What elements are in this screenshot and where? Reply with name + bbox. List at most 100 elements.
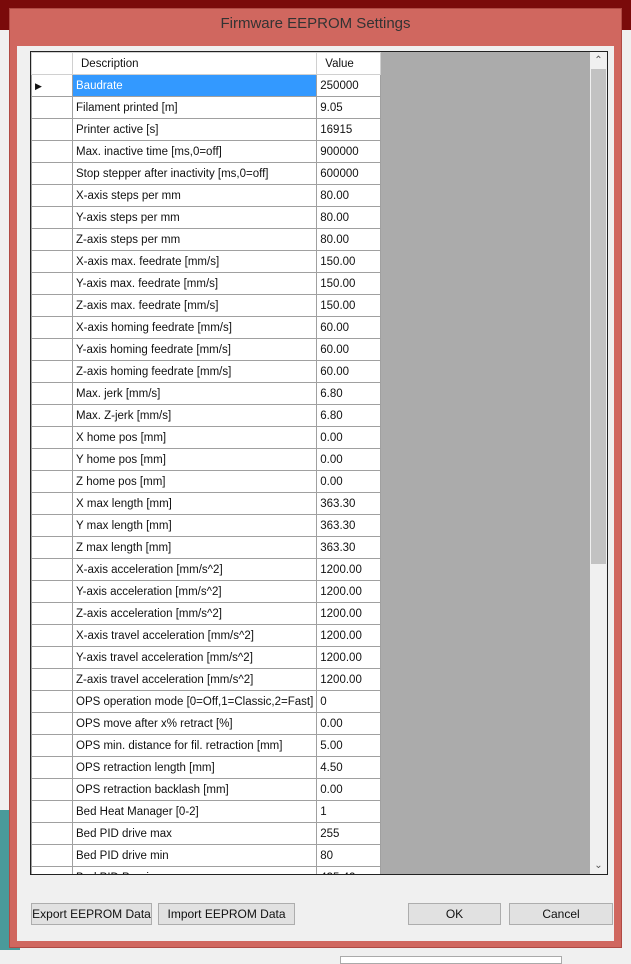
table-row[interactable]: Max. inactive time [ms,0=off] 900000	[31, 140, 382, 163]
description-cell[interactable]: Max. jerk [mm/s]	[71, 382, 318, 405]
value-cell[interactable]: 5.00	[316, 734, 382, 757]
row-header[interactable]	[31, 382, 73, 405]
table-row[interactable]: X-axis travel acceleration [mm/s^2] 1200…	[31, 624, 382, 647]
row-header[interactable]	[31, 96, 73, 119]
table-row[interactable]: X home pos [mm] 0.00	[31, 426, 382, 449]
description-cell[interactable]: Y-axis acceleration [mm/s^2]	[71, 580, 318, 603]
value-cell[interactable]: 435.42	[316, 866, 382, 874]
description-cell[interactable]: Bed Heat Manager [0-2]	[71, 800, 318, 823]
ok-button[interactable]: OK	[408, 903, 501, 925]
table-row[interactable]: ▶ Baudrate 250000	[31, 74, 382, 97]
description-cell[interactable]: X-axis acceleration [mm/s^2]	[71, 558, 318, 581]
row-header[interactable]	[31, 426, 73, 449]
description-cell[interactable]: Printer active [s]	[71, 118, 318, 141]
table-row[interactable]: Bed PID P-gain 435.42	[31, 866, 382, 874]
description-cell[interactable]: Z home pos [mm]	[71, 470, 318, 493]
row-header[interactable]	[31, 800, 73, 823]
row-header[interactable]	[31, 712, 73, 735]
row-header[interactable]	[31, 316, 73, 339]
row-header[interactable]	[31, 536, 73, 559]
description-cell[interactable]: Bed PID drive min	[71, 844, 318, 867]
row-header[interactable]	[31, 360, 73, 383]
table-row[interactable]: OPS move after x% retract [%] 0.00	[31, 712, 382, 735]
table-row[interactable]: Stop stepper after inactivity [ms,0=off]…	[31, 162, 382, 185]
row-header[interactable]	[31, 294, 73, 317]
table-row[interactable]: X max length [mm] 363.30	[31, 492, 382, 515]
description-cell[interactable]: Y home pos [mm]	[71, 448, 318, 471]
description-cell[interactable]: Stop stepper after inactivity [ms,0=off]	[71, 162, 318, 185]
table-row[interactable]: X-axis max. feedrate [mm/s] 150.00	[31, 250, 382, 273]
row-header[interactable]	[31, 822, 73, 845]
row-header[interactable]	[31, 866, 73, 874]
value-cell[interactable]: 1200.00	[316, 668, 382, 691]
row-header[interactable]	[31, 228, 73, 251]
value-cell[interactable]: 363.30	[316, 536, 382, 559]
row-header[interactable]	[31, 514, 73, 537]
value-cell[interactable]: 363.30	[316, 492, 382, 515]
value-cell[interactable]: 150.00	[316, 294, 382, 317]
row-header[interactable]	[31, 756, 73, 779]
row-header[interactable]	[31, 272, 73, 295]
table-row[interactable]: Z-axis homing feedrate [mm/s] 60.00	[31, 360, 382, 383]
value-cell[interactable]: 250000	[316, 74, 382, 97]
table-row[interactable]: Z-axis acceleration [mm/s^2] 1200.00	[31, 602, 382, 625]
value-cell[interactable]: 80.00	[316, 206, 382, 229]
row-header[interactable]: ▶	[31, 74, 73, 97]
row-header[interactable]	[31, 448, 73, 471]
table-row[interactable]: Bed Heat Manager [0-2] 1	[31, 800, 382, 823]
description-cell[interactable]: Baudrate	[71, 74, 318, 97]
table-row[interactable]: Printer active [s] 16915	[31, 118, 382, 141]
description-cell[interactable]: Bed PID drive max	[71, 822, 318, 845]
description-cell[interactable]: Z-axis travel acceleration [mm/s^2]	[71, 668, 318, 691]
row-header[interactable]	[31, 338, 73, 361]
row-header[interactable]	[31, 624, 73, 647]
description-cell[interactable]: Y-axis travel acceleration [mm/s^2]	[71, 646, 318, 669]
table-row[interactable]: OPS min. distance for fil. retraction [m…	[31, 734, 382, 757]
row-header[interactable]	[31, 690, 73, 713]
description-cell[interactable]: OPS min. distance for fil. retraction [m…	[71, 734, 318, 757]
description-cell[interactable]: X-axis max. feedrate [mm/s]	[71, 250, 318, 273]
row-header[interactable]	[31, 602, 73, 625]
table-row[interactable]: Z-axis travel acceleration [mm/s^2] 1200…	[31, 668, 382, 691]
value-cell[interactable]: 0.00	[316, 712, 382, 735]
description-cell[interactable]: Max. Z-jerk [mm/s]	[71, 404, 318, 427]
import-eeprom-button[interactable]: Import EEPROM Data	[158, 903, 295, 925]
value-cell[interactable]: 9.05	[316, 96, 382, 119]
description-cell[interactable]: Z max length [mm]	[71, 536, 318, 559]
value-cell[interactable]: 0	[316, 690, 382, 713]
column-header-description[interactable]: Description	[71, 52, 318, 75]
row-header[interactable]	[31, 184, 73, 207]
vertical-scrollbar[interactable]: ⌃ ⌄	[590, 52, 607, 874]
table-row[interactable]: Z-axis max. feedrate [mm/s] 150.00	[31, 294, 382, 317]
value-cell[interactable]: 0.00	[316, 778, 382, 801]
value-cell[interactable]: 80.00	[316, 184, 382, 207]
value-cell[interactable]: 60.00	[316, 316, 382, 339]
value-cell[interactable]: 0.00	[316, 470, 382, 493]
value-cell[interactable]: 1200.00	[316, 580, 382, 603]
value-cell[interactable]: 900000	[316, 140, 382, 163]
value-cell[interactable]: 150.00	[316, 250, 382, 273]
row-header[interactable]	[31, 140, 73, 163]
row-header[interactable]	[31, 668, 73, 691]
description-cell[interactable]: OPS retraction length [mm]	[71, 756, 318, 779]
row-header[interactable]	[31, 734, 73, 757]
value-cell[interactable]: 1	[316, 800, 382, 823]
cancel-button[interactable]: Cancel	[509, 903, 613, 925]
description-cell[interactable]: X-axis travel acceleration [mm/s^2]	[71, 624, 318, 647]
column-header-value[interactable]: Value	[316, 52, 382, 75]
table-row[interactable]: Y-axis travel acceleration [mm/s^2] 1200…	[31, 646, 382, 669]
scroll-down-icon[interactable]: ⌄	[594, 860, 603, 871]
description-cell[interactable]: X max length [mm]	[71, 492, 318, 515]
description-cell[interactable]: Z-axis homing feedrate [mm/s]	[71, 360, 318, 383]
value-cell[interactable]: 6.80	[316, 382, 382, 405]
value-cell[interactable]: 1200.00	[316, 602, 382, 625]
value-cell[interactable]: 1200.00	[316, 646, 382, 669]
value-cell[interactable]: 150.00	[316, 272, 382, 295]
value-cell[interactable]: 80	[316, 844, 382, 867]
row-header[interactable]	[31, 778, 73, 801]
row-header[interactable]	[31, 162, 73, 185]
value-cell[interactable]: 1200.00	[316, 558, 382, 581]
table-row[interactable]: Y-axis steps per mm 80.00	[31, 206, 382, 229]
value-cell[interactable]: 60.00	[316, 360, 382, 383]
table-row[interactable]: Y-axis acceleration [mm/s^2] 1200.00	[31, 580, 382, 603]
